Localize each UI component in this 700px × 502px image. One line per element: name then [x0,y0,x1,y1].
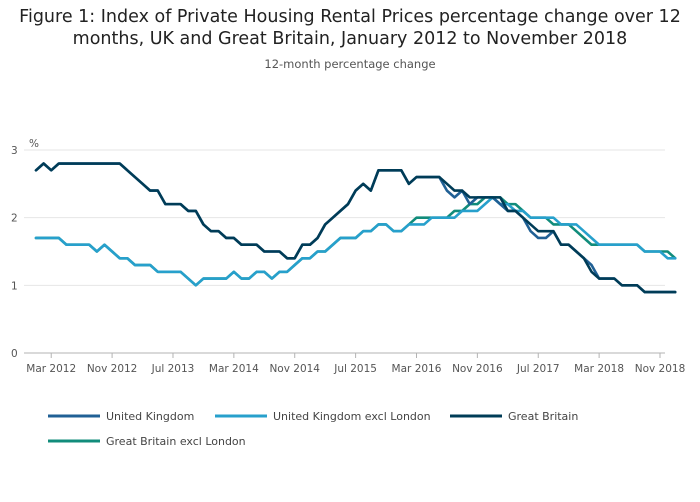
legend-label[interactable]: Great Britain excl London [106,435,246,448]
series-line-great-britain-excl-london[interactable] [34,196,677,287]
x-tick-label: Mar 2018 [574,363,624,375]
legend: United Kingdom United Kingdom excl London… [48,410,578,448]
y-axis-unit-label: % [29,138,39,150]
y-axis-ticks: 0 1 2 3 [11,145,18,360]
series-line-united-kingdom-excl-london[interactable] [34,196,677,287]
gridlines [24,149,665,354]
y-tick-label: 1 [11,280,18,292]
x-tick-label: Nov 2018 [635,363,686,375]
x-tick-label: Nov 2014 [269,363,320,375]
x-tick-label: Mar 2014 [209,363,259,375]
legend-label[interactable]: United Kingdom [106,410,194,423]
y-tick-label: 3 [11,145,18,157]
x-tick-label: Jul 2013 [151,363,195,375]
legend-label[interactable]: Great Britain [508,410,578,423]
x-tick-label: Nov 2012 [87,363,138,375]
chart-title: Figure 1: Index of Private Housing Renta… [19,7,681,49]
series-lines [34,162,677,294]
chart-subtitle: 12-month percentage change [264,57,436,71]
x-tick-label: Nov 2016 [452,363,503,375]
x-axis-ticks: Mar 2012 Nov 2012 Jul 2013 Mar 2014 Nov 2014… [26,353,685,375]
series-line-great-britain[interactable] [34,162,677,294]
legend-label[interactable]: United Kingdom excl London [273,410,431,423]
y-tick-label: 0 [11,348,18,360]
x-tick-label: Jul 2017 [516,363,560,375]
x-tick-label: Mar 2016 [392,363,442,375]
x-tick-label: Mar 2012 [26,363,76,375]
y-tick-label: 2 [11,213,18,225]
x-tick-label: Jul 2015 [333,363,377,375]
